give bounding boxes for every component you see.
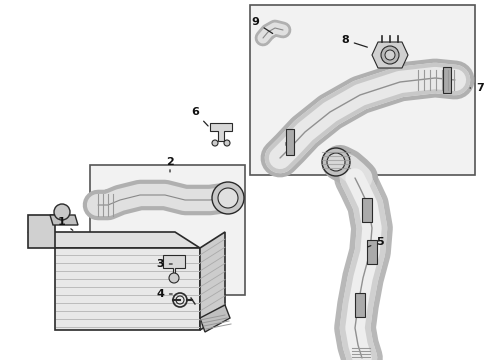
Polygon shape xyxy=(210,123,232,141)
Text: 9: 9 xyxy=(251,17,272,33)
Circle shape xyxy=(322,148,350,176)
Circle shape xyxy=(381,46,399,64)
Polygon shape xyxy=(28,232,200,248)
Text: 4: 4 xyxy=(156,289,172,299)
Text: 5: 5 xyxy=(368,237,384,247)
Text: 7: 7 xyxy=(470,83,484,93)
Polygon shape xyxy=(163,255,185,278)
Polygon shape xyxy=(355,293,365,317)
Text: 6: 6 xyxy=(191,107,208,126)
Polygon shape xyxy=(372,42,408,68)
Circle shape xyxy=(54,204,70,220)
Polygon shape xyxy=(362,198,372,222)
Circle shape xyxy=(224,140,230,146)
Polygon shape xyxy=(443,67,451,93)
Circle shape xyxy=(327,153,345,171)
Circle shape xyxy=(212,140,218,146)
Polygon shape xyxy=(28,215,55,248)
Polygon shape xyxy=(200,305,230,332)
Polygon shape xyxy=(50,215,78,225)
Text: 1: 1 xyxy=(58,217,73,230)
Text: 2: 2 xyxy=(166,157,174,172)
Polygon shape xyxy=(367,240,377,264)
Bar xyxy=(250,5,475,175)
Circle shape xyxy=(169,273,179,283)
Circle shape xyxy=(385,50,395,60)
Text: 3: 3 xyxy=(156,259,172,269)
Polygon shape xyxy=(200,232,225,330)
Text: 8: 8 xyxy=(341,35,368,47)
Bar xyxy=(90,165,245,295)
Circle shape xyxy=(218,188,238,208)
Circle shape xyxy=(212,182,244,214)
Polygon shape xyxy=(286,129,294,155)
Polygon shape xyxy=(55,248,200,330)
